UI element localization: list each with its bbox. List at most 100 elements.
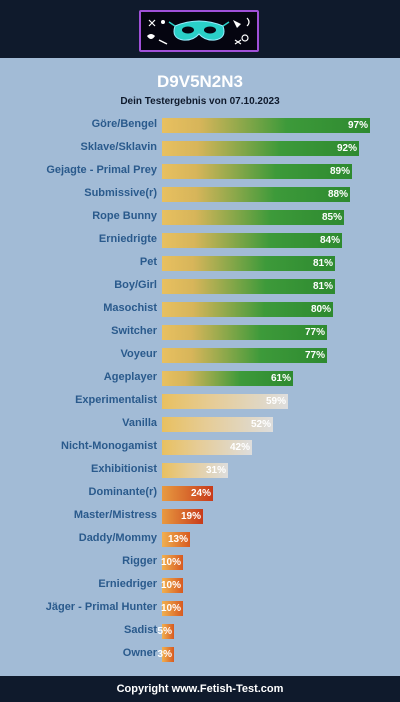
footer-copyright[interactable]: Copyright www.Fetish-Test.com — [0, 676, 400, 700]
bar-label: Master/Mistress — [73, 509, 157, 521]
bar-row: Erniedrigte 84% — [0, 232, 400, 250]
bar-value-label: 81% — [312, 258, 333, 269]
bar-row: Erniedriger 10% — [0, 577, 400, 595]
bar-label: Sadist — [123, 624, 157, 636]
bar-label: Sklave/Sklavin — [80, 141, 157, 153]
bar-value-label: 24% — [190, 488, 211, 499]
bar-value-label: 59% — [265, 396, 286, 407]
bar-label: Pet — [139, 256, 157, 268]
bar: 24% — [162, 486, 213, 501]
bar-label: Jäger - Primal Hunter — [45, 601, 157, 613]
bar: 31% — [162, 463, 228, 478]
bar: 10% — [160, 601, 183, 616]
bar-label: Gejagte - Primal Prey — [46, 164, 157, 176]
bar-row: Owner 3% — [0, 646, 400, 664]
bar-row: Dominante(r) 24% — [0, 485, 400, 503]
bar-value-label: 19% — [180, 511, 201, 522]
bar-row: Master/Mistress 19% — [0, 508, 400, 526]
bar: 85% — [162, 210, 344, 225]
bar-value-label: 81% — [312, 281, 333, 292]
bar-label: Boy/Girl — [114, 279, 157, 291]
bar-value-label: 3% — [157, 649, 172, 660]
bar-value-label: 80% — [310, 304, 331, 315]
bar-value-label: 31% — [205, 465, 226, 476]
bar: 5% — [158, 624, 174, 639]
bar-row: Rigger 10% — [0, 554, 400, 572]
bar: 13% — [162, 532, 190, 547]
bar-label: Masochist — [103, 302, 157, 314]
bar-label: Erniedriger — [98, 578, 157, 590]
bar: 92% — [162, 141, 359, 156]
bar: 59% — [162, 394, 288, 409]
bar-value-label: 52% — [250, 419, 271, 430]
bar-value-label: 42% — [229, 442, 250, 453]
bar: 77% — [162, 325, 327, 340]
bar-row: Sadist 5% — [0, 623, 400, 641]
bar-label: Rigger — [122, 555, 157, 567]
bar-label: Ageplayer — [103, 371, 157, 383]
bar-row: Gejagte - Primal Prey 89% — [0, 163, 400, 181]
bar: 97% — [162, 118, 370, 133]
bar-label: Experimentalist — [75, 394, 157, 406]
bar: 10% — [160, 555, 183, 570]
bar-value-label: 5% — [157, 626, 172, 637]
bar-row: Switcher 77% — [0, 324, 400, 342]
bar: 42% — [162, 440, 252, 455]
chart-subtitle: Dein Testergebnis von 07.10.2023 — [120, 96, 280, 107]
bar-value-label: 77% — [304, 350, 325, 361]
bar-row: Göre/Bengel 97% — [0, 117, 400, 135]
bar-label: Nicht-Monogamist — [61, 440, 157, 452]
bar-row: Jäger - Primal Hunter 10% — [0, 600, 400, 618]
bar-label: Rope Bunny — [92, 210, 157, 222]
bar-value-label: 13% — [167, 534, 188, 545]
bar-value-label: 77% — [304, 327, 325, 338]
bar-row: Submissive(r) 88% — [0, 186, 400, 204]
bar-row: Ageplayer 61% — [0, 370, 400, 388]
bar-row: Daddy/Mommy 13% — [0, 531, 400, 549]
mask-logo-icon — [147, 17, 250, 45]
bar-value-label: 10% — [160, 557, 181, 568]
bar-row: Masochist 80% — [0, 301, 400, 319]
header — [0, 0, 400, 58]
result-panel — [0, 58, 400, 676]
bar-row: Vanilla 52% — [0, 416, 400, 434]
bar: 61% — [162, 371, 293, 386]
bar-label: Voyeur — [120, 348, 157, 360]
bar-value-label: 88% — [327, 189, 348, 200]
bar-row: Voyeur 77% — [0, 347, 400, 365]
bar: 10% — [160, 578, 183, 593]
bar-row: Nicht-Monogamist 42% — [0, 439, 400, 457]
bar-label: Exhibitionist — [91, 463, 157, 475]
bar-row: Sklave/Sklavin 92% — [0, 140, 400, 158]
bar-value-label: 92% — [336, 143, 357, 154]
bar: 52% — [162, 417, 273, 432]
bar: 80% — [162, 302, 333, 317]
bar-label: Submissive(r) — [84, 187, 157, 199]
bar: 81% — [162, 279, 335, 294]
bar: 19% — [162, 509, 203, 524]
bar-label: Göre/Bengel — [91, 118, 157, 130]
bar-row: Boy/Girl 81% — [0, 278, 400, 296]
bar-value-label: 89% — [329, 166, 350, 177]
site-logo[interactable] — [139, 10, 259, 52]
bar-label: Vanilla — [122, 417, 157, 429]
bar-value-label: 10% — [160, 580, 181, 591]
bar-value-label: 97% — [347, 120, 368, 131]
bar: 3% — [158, 647, 174, 662]
bar-row: Exhibitionist 31% — [0, 462, 400, 480]
bar-label: Daddy/Mommy — [78, 532, 157, 544]
bar: 89% — [162, 164, 352, 179]
bar: 77% — [162, 348, 327, 363]
chart-title: D9V5N2N3 — [157, 72, 243, 91]
bar-row: Experimentalist 59% — [0, 393, 400, 411]
bar-label: Switcher — [111, 325, 157, 337]
bar-value-label: 10% — [160, 603, 181, 614]
bar-value-label: 85% — [321, 212, 342, 223]
bar: 81% — [162, 256, 335, 271]
bar-row: Pet 81% — [0, 255, 400, 273]
bar-value-label: 84% — [319, 235, 340, 246]
bar-label: Owner — [122, 647, 157, 659]
bar-label: Erniedrigte — [98, 233, 157, 245]
bar-row: Rope Bunny 85% — [0, 209, 400, 227]
bar: 88% — [162, 187, 350, 202]
